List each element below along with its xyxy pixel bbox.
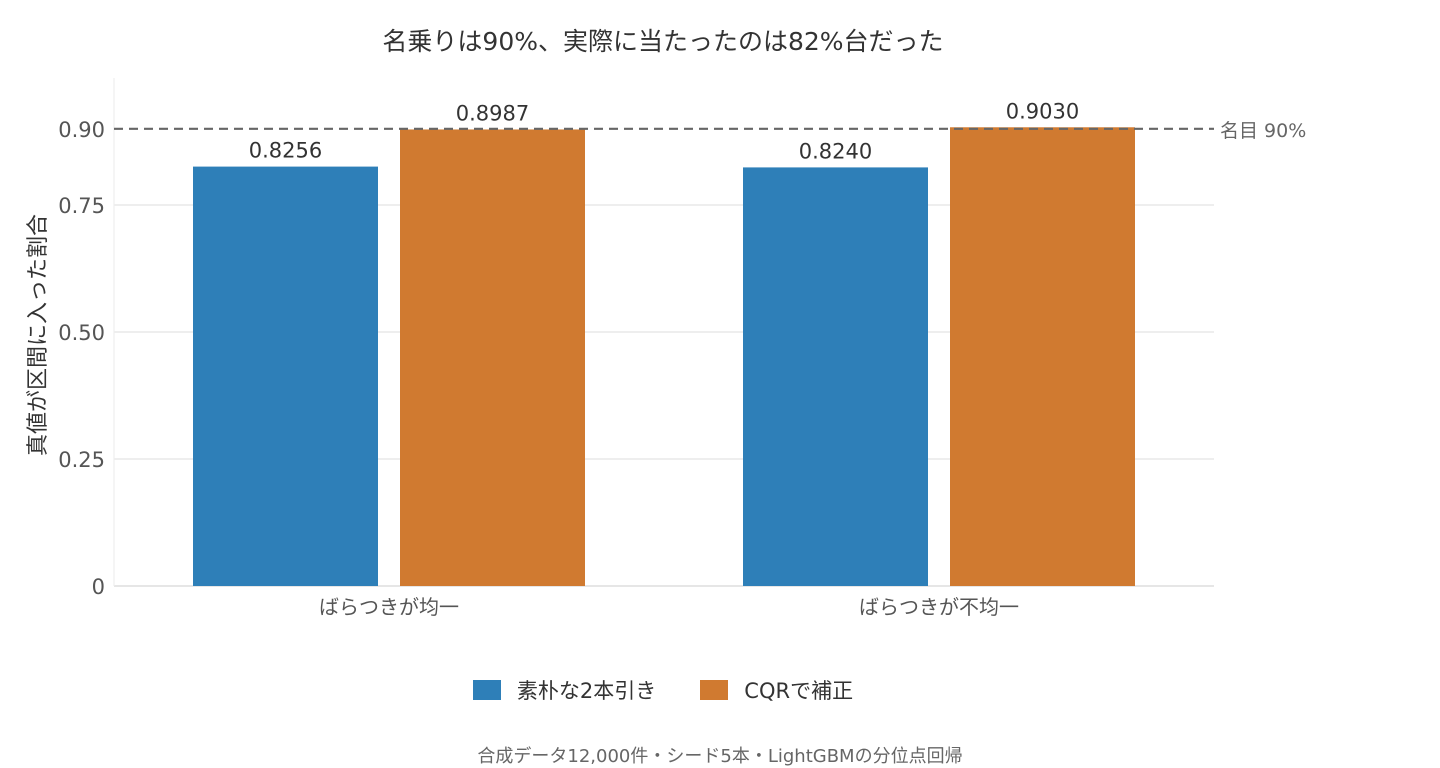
- bar: [950, 127, 1135, 586]
- legend-label-cqr: CQRで補正: [744, 679, 854, 703]
- legend-swatch-cqr: [700, 680, 729, 700]
- legend-label-naive: 素朴な2本引き: [516, 679, 657, 703]
- data-label: 0.9030: [1006, 99, 1079, 123]
- y-tick-label: 0.75: [58, 194, 105, 218]
- legend-swatch-naive: [472, 680, 501, 700]
- data-label: 0.8240: [799, 139, 872, 163]
- y-tick-label: 0.90: [58, 118, 105, 142]
- reference-line-label: 名目 90%: [1220, 120, 1306, 142]
- chart-caption: 合成データ12,000件・シード5本・LightGBMの分位点回帰: [477, 746, 963, 767]
- y-tick-label: 0.50: [58, 321, 105, 345]
- data-label: 0.8256: [249, 139, 322, 163]
- legend: 素朴な2本引き CQRで補正: [0, 675, 1326, 705]
- chart-title: 名乗りは90%、実際に当たったのは82%台だった: [382, 27, 944, 56]
- y-tick-label: 0: [92, 575, 105, 599]
- bar: [193, 166, 378, 586]
- legend-item-naive: 素朴な2本引き: [472, 675, 657, 705]
- x-tick-label: ばらつきが不均一: [859, 595, 1019, 619]
- y-tick-label: 0.25: [58, 448, 105, 472]
- x-tick-label: ばらつきが均一: [319, 595, 459, 619]
- data-label: 0.8987: [456, 101, 529, 125]
- legend-item-cqr: CQRで補正: [700, 675, 853, 705]
- bar: [400, 129, 585, 587]
- bar: [743, 167, 928, 586]
